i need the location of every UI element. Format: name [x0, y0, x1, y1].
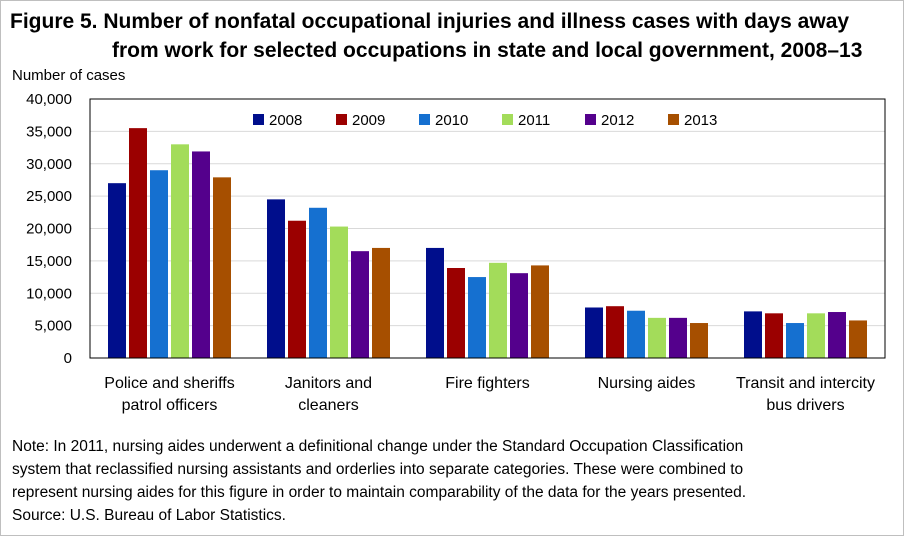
legend-swatch-2013: [668, 114, 679, 125]
bar-4-2009: [765, 313, 783, 358]
legend-swatch-2010: [419, 114, 430, 125]
x-category-label-line1: Nursing aides: [597, 375, 696, 392]
legend-label-2012: 2012: [601, 112, 634, 129]
y-tick-label-2: 10,000: [26, 285, 72, 302]
bar-4-2013: [849, 320, 867, 358]
chart-title-line2: from work for selected occupations in st…: [112, 39, 863, 62]
note-line2: system that reclassified nursing assista…: [12, 461, 744, 478]
bar-2-2013: [531, 265, 549, 358]
bar-4-2008: [744, 311, 762, 358]
legend-label-2010: 2010: [435, 112, 468, 129]
bar-3-2013: [690, 323, 708, 358]
y-tick-label-4: 20,000: [26, 221, 72, 238]
bar-4-2011: [807, 313, 825, 358]
bar-3-2009: [606, 306, 624, 358]
legend-swatch-2009: [336, 114, 347, 125]
legend-label-2013: 2013: [684, 112, 717, 129]
bar-1-2009: [288, 220, 306, 358]
bar-0-2008: [108, 183, 126, 358]
bar-3-2012: [669, 317, 687, 358]
legend-label-2008: 2008: [269, 112, 302, 129]
bar-2-2009: [447, 267, 465, 358]
x-category-label-line1: Transit and intercity: [735, 375, 875, 392]
y-tick-label-3: 15,000: [26, 253, 72, 270]
bar-2-2011: [489, 262, 507, 358]
bar-0-2009: [129, 128, 147, 358]
bar-2-2008: [426, 247, 444, 358]
y-tick-label-8: 40,000: [26, 91, 72, 108]
x-category-label-line2: cleaners: [298, 397, 359, 414]
bar-0-2010: [150, 170, 168, 358]
note-line1: Note: In 2011, nursing aides underwent a…: [12, 438, 744, 455]
bar-2-2012: [510, 273, 528, 358]
legend-label-2011: 2011: [518, 112, 550, 129]
x-category-label-0: Police and sheriffs patrol officers: [85, 373, 255, 417]
legend-swatch-2012: [585, 114, 596, 125]
bar-1-2008: [267, 199, 285, 358]
bar-1-2013: [372, 247, 390, 358]
x-category-label-1: Janitors and cleaners: [244, 373, 414, 417]
x-category-label-4: Transit and intercity bus drivers: [721, 373, 891, 417]
bar-3-2010: [627, 310, 645, 358]
bar-4-2012: [828, 312, 846, 358]
bar-1-2011: [330, 226, 348, 358]
x-category-label-line2: patrol officers: [121, 397, 218, 414]
y-tick-label-1: 5,000: [34, 318, 72, 335]
note-line3: represent nursing aides for this figure …: [12, 484, 747, 501]
y-axis-label: Number of cases: [12, 67, 126, 84]
y-tick-label-6: 30,000: [26, 156, 72, 173]
bar-2-2010: [468, 277, 486, 358]
bar-1-2012: [351, 251, 369, 358]
x-category-label-line1: Police and sheriffs: [104, 375, 235, 392]
legend-swatch-2008: [253, 114, 264, 125]
bar-0-2011: [171, 144, 189, 358]
bar-3-2011: [648, 317, 666, 358]
bar-0-2012: [192, 151, 210, 358]
bar-3-2008: [585, 307, 603, 358]
y-tick-label-0: 0: [64, 350, 72, 367]
x-category-label-line1: Fire fighters: [445, 375, 530, 392]
chart-title-line1: Figure 5. Number of nonfatal occupationa…: [10, 10, 850, 33]
legend-swatch-2011: [502, 114, 513, 125]
y-tick-label-7: 35,000: [26, 123, 72, 140]
bar-1-2010: [309, 207, 327, 358]
x-category-label-line1: Janitors and: [284, 375, 373, 392]
x-category-label-3: Nursing aides: [562, 373, 732, 395]
bar-4-2010: [786, 323, 804, 358]
legend-label-2009: 2009: [352, 112, 385, 129]
bar-0-2013: [213, 177, 231, 358]
x-category-label-line2: bus drivers: [766, 397, 845, 414]
plot-area-border: [89, 98, 886, 359]
x-category-label-2: Fire fighters: [403, 373, 573, 395]
source-line: Source: U.S. Bureau of Labor Statistics.: [12, 507, 286, 524]
y-tick-label-5: 25,000: [26, 188, 72, 205]
